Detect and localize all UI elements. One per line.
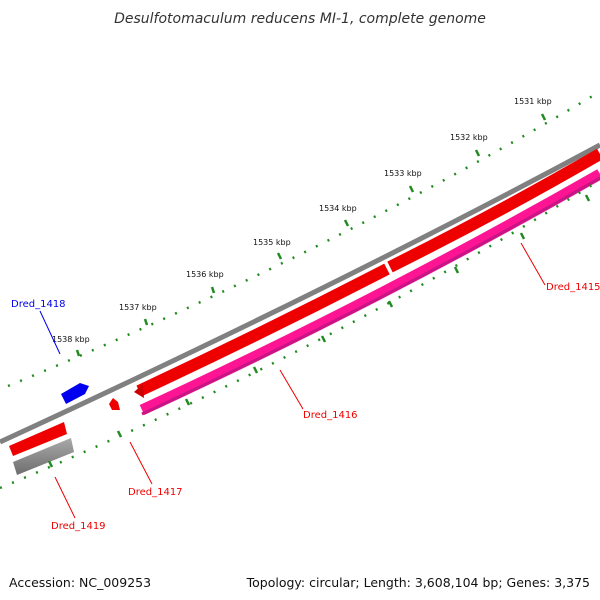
leader-dred-1418 (39, 310, 61, 355)
leader-dred-1419 (54, 476, 76, 519)
label-dred-1418: Dred_1418 (11, 299, 66, 310)
genome-backbone (0, 142, 600, 445)
outer-tick-ring (7, 92, 597, 388)
outer-major-ticks (75, 113, 547, 357)
cds-dred-1415 (387, 148, 600, 273)
cds-dred-1417 (109, 398, 120, 410)
leader-dred-1417 (129, 441, 153, 485)
rna-dred-1418 (61, 383, 89, 404)
scale-label-1533: 1533 kbp (384, 169, 422, 178)
scale-label-1536: 1536 kbp (186, 270, 224, 279)
scale-label-1538: 1538 kbp (52, 335, 90, 344)
inner-major-ticks (47, 194, 591, 468)
map-title: Desulfotomaculum reducens MI-1, complete… (114, 11, 486, 27)
scale-label-1534: 1534 kbp (319, 204, 357, 213)
cds-dred-1416-head (134, 384, 144, 398)
cog-track (139, 169, 600, 415)
label-dred-1416: Dred_1416 (303, 410, 358, 421)
label-dred-1419: Dred_1419 (51, 521, 106, 532)
label-dred-1417: Dred_1417 (128, 487, 183, 498)
leader-dred-1415 (520, 242, 546, 286)
scale-label-1535: 1535 kbp (253, 238, 291, 247)
scale-label-1537: 1537 kbp (119, 303, 157, 312)
scale-label-1531: 1531 kbp (514, 97, 552, 106)
accession-label: Accession: NC_009253 (9, 575, 151, 590)
cds-dred-1419 (9, 422, 67, 456)
genome-summary: Topology: circular; Length: 3,608,104 bp… (246, 575, 590, 590)
leader-dred-1416 (279, 369, 304, 410)
cds-dred-1416 (136, 263, 390, 397)
scale-label-1532: 1532 kbp (450, 133, 488, 142)
label-dred-1415: Dred_1415 (546, 282, 600, 293)
cog-track-shadow (141, 176, 600, 416)
gene-gray-lower (13, 438, 74, 475)
